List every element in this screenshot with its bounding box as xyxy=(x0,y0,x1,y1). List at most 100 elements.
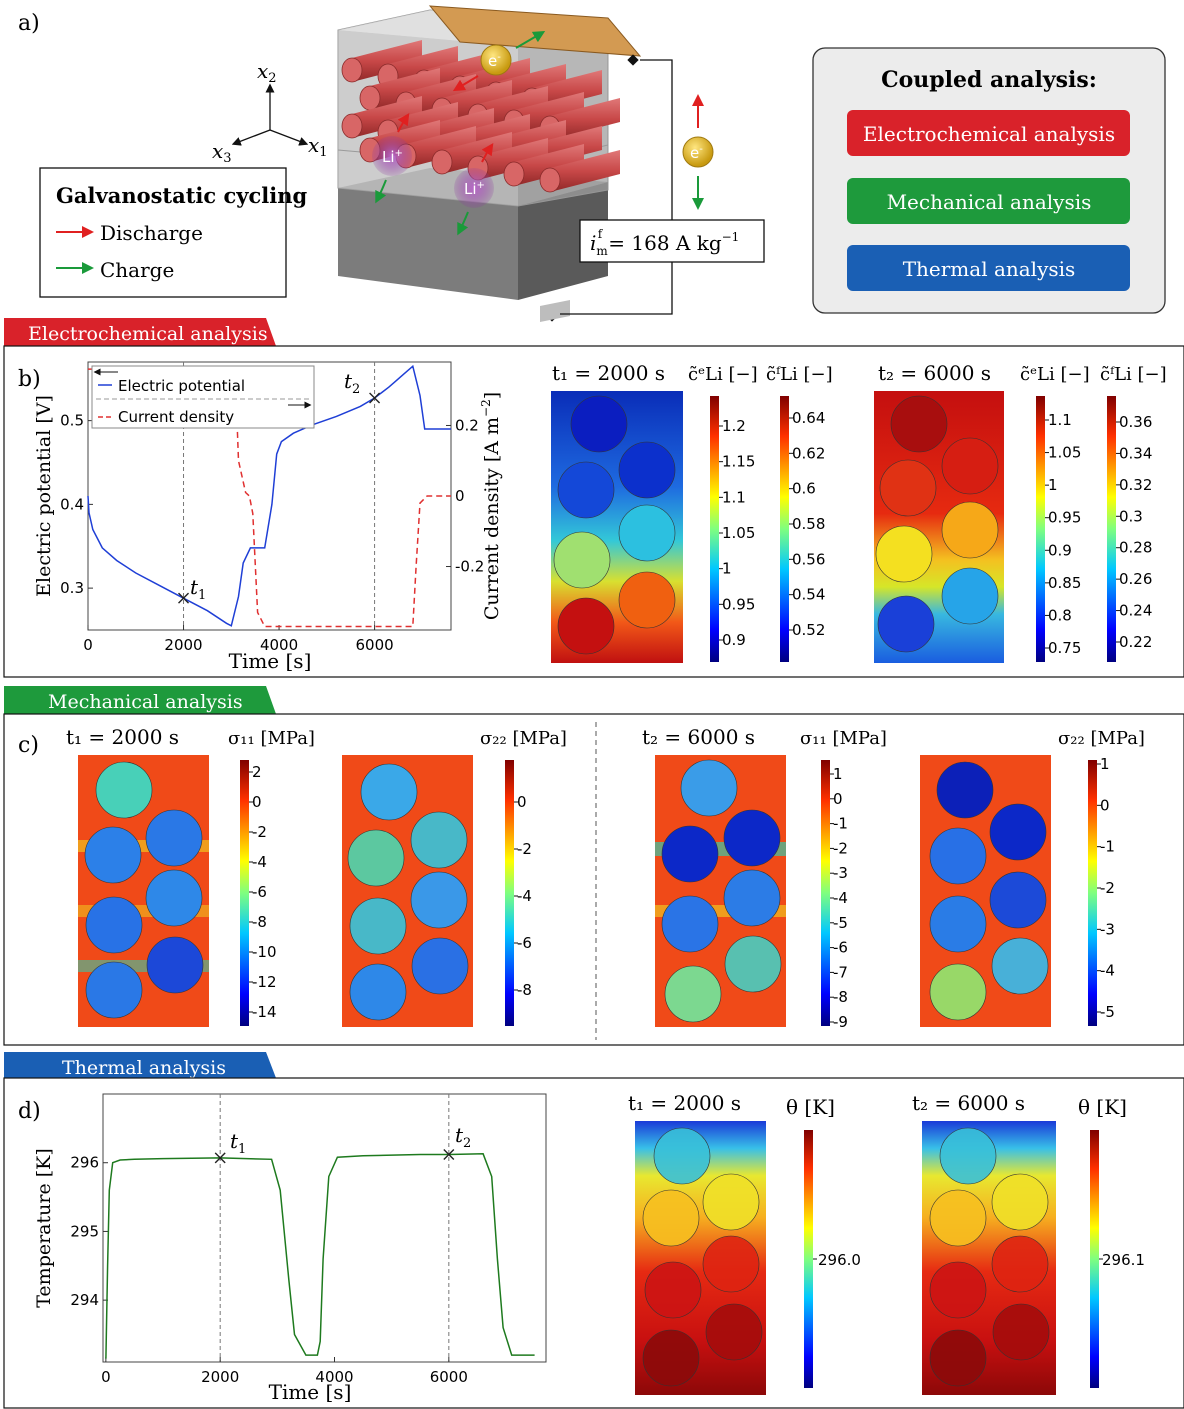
panel-a-label: a) xyxy=(18,11,40,36)
tab-thermal-label: Thermal analysis xyxy=(62,1057,226,1079)
colorbar-tick-label: 1.15 xyxy=(722,453,755,471)
thermal-analysis-button[interactable] xyxy=(847,245,1130,291)
panel-b-cbar-e-t1 xyxy=(710,396,719,662)
x-tick-label: 2000 xyxy=(201,1368,239,1386)
colorbar-tick-label: 0.56 xyxy=(792,550,825,568)
panel-b-cbar-e-title-t2: c̃ᵉLi [−] xyxy=(1020,364,1090,385)
colorbar-tick-label: -4 xyxy=(1100,962,1115,980)
temperature-series xyxy=(105,1153,535,1359)
axis-x1-label: x1 xyxy=(308,133,328,160)
fiber-rod xyxy=(539,150,620,193)
panel-c-map-t1-s22 xyxy=(342,755,473,1027)
x-tick-label: 0 xyxy=(101,1368,111,1386)
external-circuit: imf = 168 A kg−1 e- xyxy=(560,59,765,315)
panel-b-cbar-e-t2 xyxy=(1036,396,1045,662)
colorbar-tick-label: 0.8 xyxy=(1048,606,1072,624)
colorbar-tick-label: 1 xyxy=(833,765,843,783)
mechanical-analysis-button[interactable] xyxy=(847,178,1130,224)
panel-c-cbar-t1-s22 xyxy=(505,760,514,1026)
svg-text:Li+: Li+ xyxy=(382,148,403,166)
charge-label: Charge xyxy=(100,258,174,282)
cycling-legend: Galvanostatic cycling Discharge Charge xyxy=(39,167,308,298)
panel-d-cbar-t1-tick: 296.0 xyxy=(818,1251,861,1269)
axis-x2-label: x2 xyxy=(257,59,277,86)
panel-c-t2-title: t₂ = 6000 s xyxy=(642,725,755,749)
panel-b-label: b) xyxy=(18,367,41,392)
chart-b-legend: Electric potential Current density xyxy=(91,365,315,429)
panel-b-cbar-e-title-t1: c̃ᵉLi [−] xyxy=(688,364,758,385)
panel-d-cbar-t2 xyxy=(1090,1130,1099,1388)
tab-thermal xyxy=(4,1052,276,1078)
time-marker-cross xyxy=(214,1152,226,1164)
panel-d-theta-title-t1: θ [K] xyxy=(786,1095,835,1119)
tab-electrochemical-label: Electrochemical analysis xyxy=(28,323,268,345)
colorbar-tick-label: -6 xyxy=(252,883,267,901)
colorbar-tick-label: 0.6 xyxy=(792,480,816,498)
time-marker-cross xyxy=(178,592,190,604)
chart-b-ticks: 0 2000 4000 6000 0.3 0.4 0.5 -0.2 0 0.2 xyxy=(60,412,484,654)
legend-electric-potential: Electric potential xyxy=(118,377,245,395)
colorbar-tick-label: -2 xyxy=(833,839,848,857)
colorbar-tick-label: 1.05 xyxy=(1048,444,1081,462)
colorbar-tick-label: 0.22 xyxy=(1119,633,1152,651)
colorbar-tick-label: -10 xyxy=(252,943,277,961)
colorbar-tick-label: 0.64 xyxy=(792,409,825,427)
panel-b-map-t1 xyxy=(551,391,683,663)
colorbar-tick-label: 0.62 xyxy=(792,444,825,462)
x-tick-label: 6000 xyxy=(430,1368,468,1386)
panel-d: d) 0 2000 4000 6000 294 295 296 Time [s] Tempe… xyxy=(18,1091,1145,1404)
colorbar-tick-label: -8 xyxy=(517,981,532,999)
chart-b-ylabel-right: Current density [A m−2] xyxy=(479,392,503,620)
panel-c-cbar-t2-s22-ticks: 1 0 -1 -2 -3 -4 -5 xyxy=(1097,755,1115,1021)
panel-c: c) t₁ = 2000 s t₂ = 6000 s σ₁₁ [MPa] 2 0 -… xyxy=(18,722,1145,1040)
colorbar-tick-label: -4 xyxy=(833,889,848,907)
colorbar-tick-label: -2 xyxy=(517,840,532,858)
svg-text:Li+: Li+ xyxy=(464,180,485,198)
colorbar-tick-label: 0.95 xyxy=(722,595,755,613)
coupled-title: Coupled analysis: xyxy=(881,67,1097,93)
colorbar-tick-label: 0.9 xyxy=(722,631,746,649)
colorbar-tick-label: 1.1 xyxy=(722,488,746,506)
colorbar-tick-label: 0 xyxy=(1100,796,1110,814)
battery-cell-schematic: Li+ Li+ e- xyxy=(337,5,642,322)
section-mechanical: Mechanical analysis xyxy=(3,686,1184,1046)
coordinate-axes: x2 x1 x3 xyxy=(212,59,328,166)
panel-d-cbar-t1 xyxy=(804,1130,813,1388)
chart-b-xlabel: Time [s] xyxy=(229,649,312,673)
fiber-rod xyxy=(431,132,512,175)
panel-c-map-t2-s22 xyxy=(920,755,1051,1027)
colorbar-tick-label: -8 xyxy=(252,913,267,931)
colorbar-tick-label: -14 xyxy=(252,1003,277,1021)
panel-d-map-t1 xyxy=(635,1121,766,1395)
colorbar-tick-label: -3 xyxy=(1100,920,1115,938)
colorbar-tick-label: 1.2 xyxy=(722,417,746,435)
time-marker-cross xyxy=(443,1148,455,1160)
panel-b-cbar-f-title-t2: c̃ᶠLi [−] xyxy=(1100,364,1167,385)
x-tick-label: 2000 xyxy=(164,636,202,654)
panel-c-label: c) xyxy=(18,733,39,758)
panel-d-map-t2 xyxy=(922,1121,1056,1395)
thermal-analysis-label: Thermal analysis xyxy=(903,257,1076,281)
panel-c-t1-title: t₁ = 2000 s xyxy=(66,725,179,749)
panel-c-map-t2-s11 xyxy=(655,755,786,1027)
electrochemical-analysis-button[interactable] xyxy=(847,110,1130,156)
svg-text:e-: e- xyxy=(488,52,501,70)
y-tick-label: 0.5 xyxy=(60,412,84,430)
electric-potential-chart: 0 2000 4000 6000 0.3 0.4 0.5 -0.2 0 0.2 Electric … xyxy=(33,361,503,673)
colorbar-tick-label: -12 xyxy=(252,973,277,991)
panel-d-cbar-t2-tick: 296.1 xyxy=(1102,1251,1145,1269)
colorbar-tick-label: 0 xyxy=(517,793,527,811)
colorbar-tick-label: -7 xyxy=(833,963,848,981)
chart-d-t1-label: t1 xyxy=(230,1129,246,1157)
colorbar-tick-label: 0.36 xyxy=(1119,413,1152,431)
colorbar-tick-label: -6 xyxy=(517,934,532,952)
chart-b-time-markers xyxy=(178,392,381,604)
chart-d-time-markers xyxy=(214,1148,455,1164)
coupled-analysis-box: Coupled analysis: Electrochemical analys… xyxy=(812,47,1166,314)
electron-circuit: e- xyxy=(682,136,714,168)
x-tick-label: 0 xyxy=(83,636,93,654)
colorbar-tick-label: 0.26 xyxy=(1119,570,1152,588)
colorbar-tick-label: -1 xyxy=(833,815,848,833)
panel-d-label: d) xyxy=(18,1099,41,1124)
colorbar-tick-label: 1 xyxy=(722,560,732,578)
